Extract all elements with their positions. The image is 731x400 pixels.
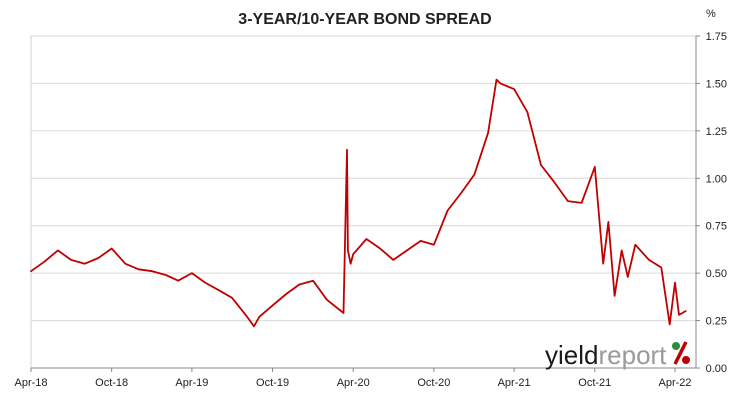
chart-title: 3-YEAR/10-YEAR BOND SPREAD [238,11,491,28]
x-tick-label: Oct-21 [578,377,611,389]
series-layer [30,78,687,328]
x-tick-label: Apr-18 [14,377,47,389]
x-tick-label: Apr-21 [498,377,531,389]
y-tick-label: 0.00 [706,363,727,375]
logo-report-text: report [598,340,667,370]
percent-logo-icon [672,341,690,365]
y-tick-labels: 0.00 0.25 0.50 0.75 1.00 1.25 1.50 1.75 [706,31,727,375]
y-tick-label: 1.00 [706,173,727,185]
y-tick-label: 1.75 [706,31,727,43]
y-tick-label: 0.75 [706,221,727,233]
svg-text:yieldreport: yieldreport [545,340,667,370]
y-tick-label: 0.25 [706,316,727,328]
x-tick-label: Oct-19 [256,377,289,389]
series-line [30,78,687,328]
gridlines [31,35,696,369]
y-tick-label: 1.50 [706,78,727,90]
x-tick-label: Oct-20 [417,377,450,389]
y-tick-label: 1.25 [706,126,727,138]
y-axis-unit: % [706,8,716,20]
logo-yield-text: yield [545,340,598,370]
x-tick-label: Apr-22 [658,377,691,389]
x-tick-labels: Apr-18 Oct-18 Apr-19 Oct-19 Apr-20 Oct-20 Apr-… [14,377,691,389]
plot-area [30,35,697,369]
x-tick-label: Apr-20 [337,377,370,389]
yieldreport-logo: yieldreport [545,340,690,370]
axes [30,35,700,372]
y-tick-label: 0.50 [706,268,727,280]
x-tick-label: Apr-19 [175,377,208,389]
x-tick-label: Oct-18 [95,377,128,389]
